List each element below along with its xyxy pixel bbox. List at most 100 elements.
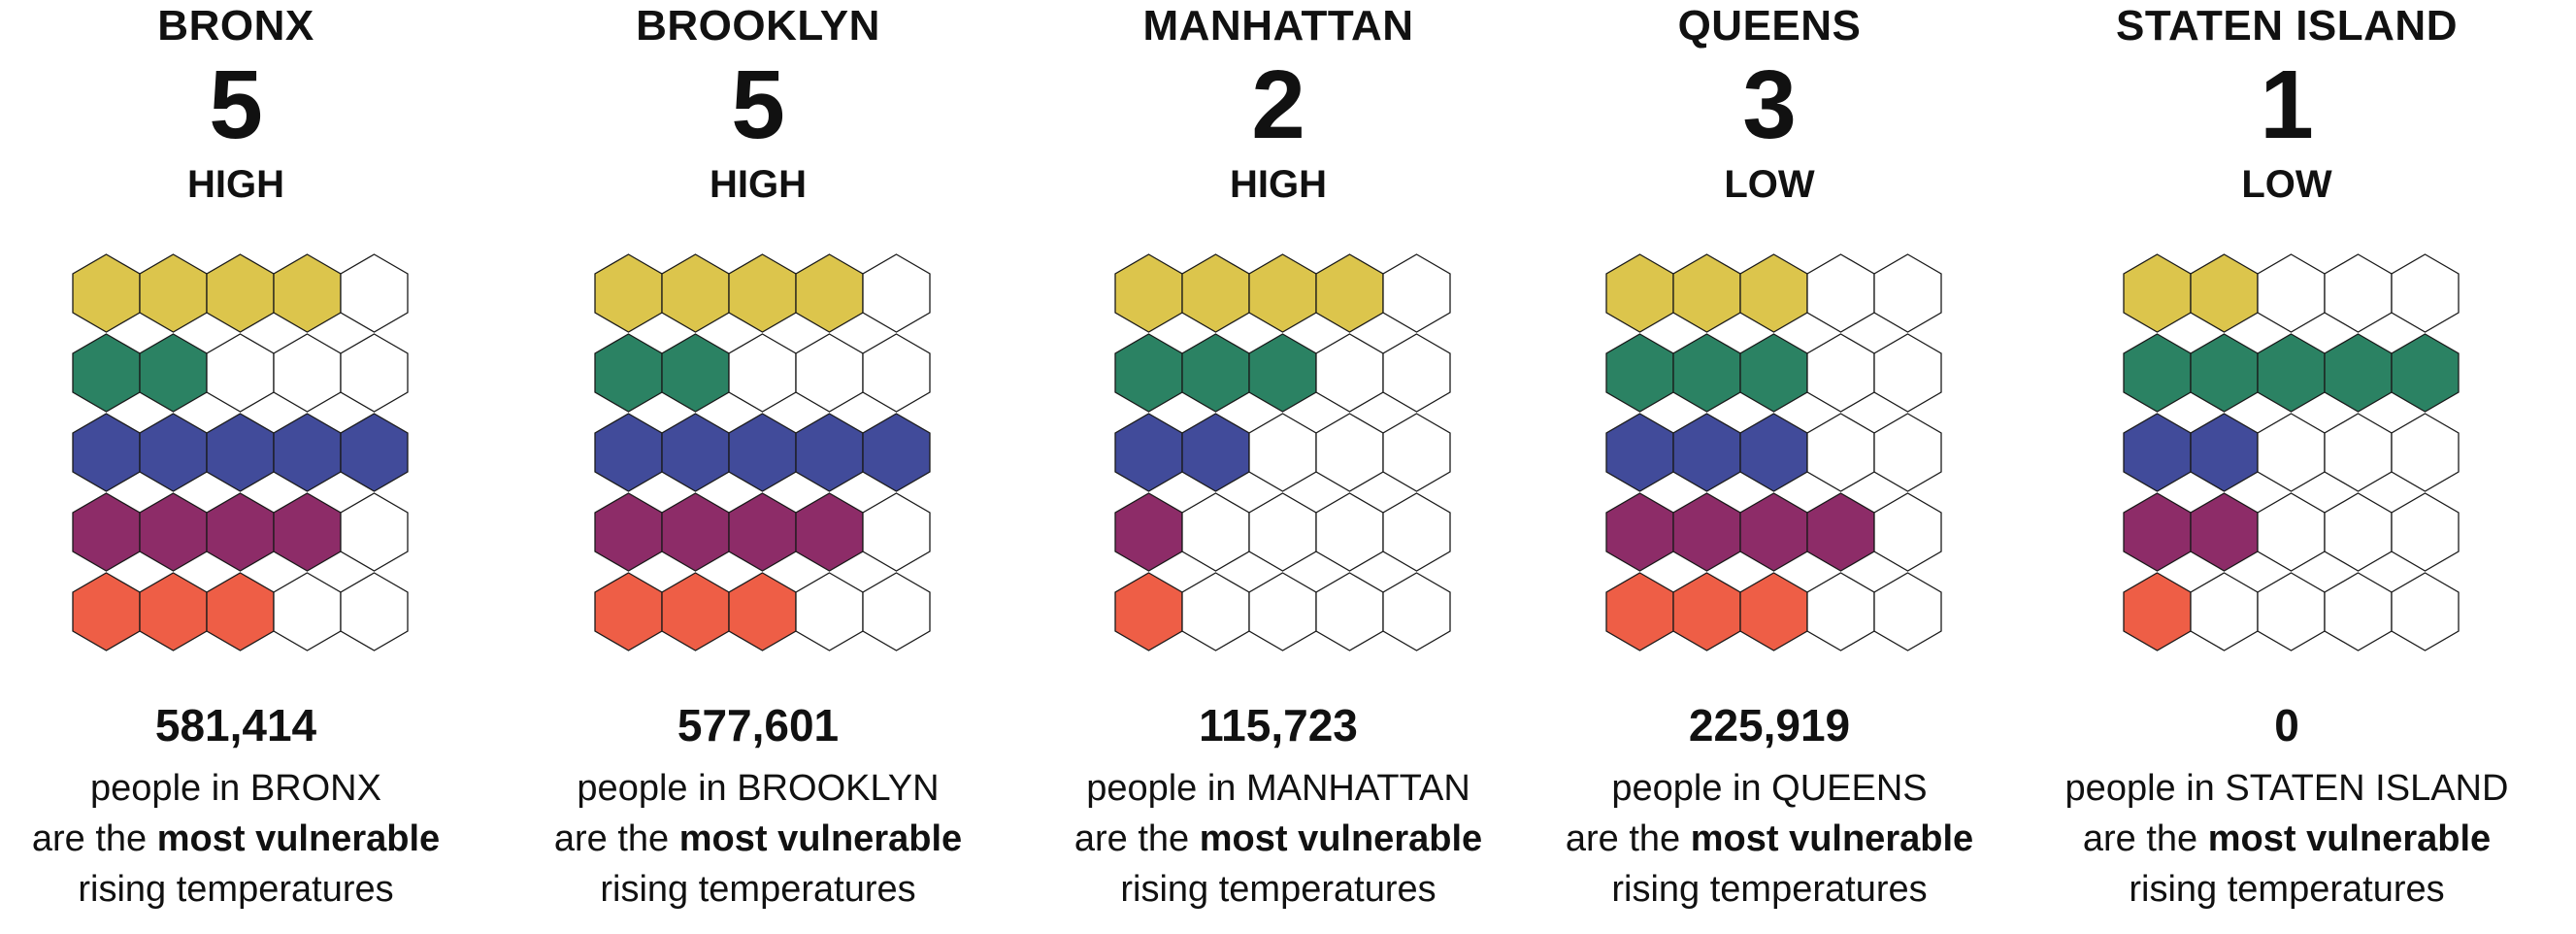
hex-empty <box>728 333 797 413</box>
hex-empty <box>795 333 864 413</box>
description-line-2-bold: most vulnerable <box>1690 818 1974 859</box>
borough-panel: STATEN ISLAND 1 LOW 0 people in STATEN I… <box>2025 0 2549 934</box>
hex-empty <box>862 253 931 333</box>
hex-filled <box>139 572 208 651</box>
description-line-2-pre: are the <box>553 818 679 859</box>
hex-empty <box>2324 492 2393 572</box>
description-line-2: are the most vulnerable <box>477 814 1040 864</box>
vulnerability-score: 3 <box>1742 50 1797 159</box>
people-count: 581,414 <box>154 700 317 751</box>
hex-filled <box>1114 492 1183 572</box>
hex-filled <box>206 492 275 572</box>
hex-empty <box>1382 253 1451 333</box>
description-line-2: are the most vulnerable <box>0 814 517 864</box>
hex-filled <box>72 253 141 333</box>
description-line-2: are the most vulnerable <box>997 814 1560 864</box>
hex-filled <box>661 492 730 572</box>
hex-empty <box>862 333 931 413</box>
hex-empty <box>1873 333 1942 413</box>
hex-empty <box>273 333 342 413</box>
hex-filled <box>661 413 730 492</box>
hex-filled <box>2123 253 2192 333</box>
hex-filled <box>2123 492 2192 572</box>
description-line-2-pre: are the <box>1073 818 1200 859</box>
hex-empty <box>340 333 409 413</box>
hex-grid <box>594 253 931 651</box>
hex-filled <box>1315 253 1384 333</box>
hex-filled <box>1739 413 1808 492</box>
hex-filled <box>1181 413 1250 492</box>
description-line-2-bold: most vulnerable <box>156 818 441 859</box>
hex-empty <box>1181 492 1250 572</box>
hex-empty <box>1315 413 1384 492</box>
description-line-2-pre: are the <box>1565 818 1691 859</box>
hex-filled <box>1806 492 1875 572</box>
hex-filled <box>1672 253 1741 333</box>
description-line-1: people in BROOKLYN <box>577 768 940 809</box>
hex-filled <box>594 413 663 492</box>
hex-empty <box>2324 413 2393 492</box>
hex-filled <box>1739 572 1808 651</box>
hex-filled <box>728 413 797 492</box>
hex-filled <box>206 572 275 651</box>
description-line-2-pre: are the <box>31 818 157 859</box>
hex-filled <box>1672 333 1741 413</box>
description-line-1: people in STATEN ISLAND <box>2064 768 2509 809</box>
description-line-2: are the most vulnerable <box>2005 814 2568 864</box>
description-line-3: rising temperatures <box>78 869 394 910</box>
description-line-2-bold: most vulnerable <box>678 818 963 859</box>
description-line-2-bold: most vulnerable <box>2207 818 2492 859</box>
description: people in BROOKLYN are the most vulnerab… <box>477 763 1040 915</box>
hex-filled <box>1181 333 1250 413</box>
people-count: 0 <box>2274 700 2299 751</box>
hex-filled <box>2257 333 2326 413</box>
borough-name: STATEN ISLAND <box>2116 2 2458 50</box>
vulnerability-level: HIGH <box>710 163 807 206</box>
hex-empty <box>2391 253 2460 333</box>
borough-panel: BROOKLYN 5 HIGH 577,601 people in BROOKL… <box>496 0 1020 934</box>
hex-filled <box>728 492 797 572</box>
borough-panel: MANHATTAN 2 HIGH 115,723 people in MANHA… <box>1016 0 1540 934</box>
hex-empty <box>2391 572 2460 651</box>
description: people in BRONX are the most vulnerable … <box>0 763 517 915</box>
hex-filled <box>1248 333 1317 413</box>
vulnerability-level: HIGH <box>187 163 284 206</box>
people-count: 225,919 <box>1688 700 1851 751</box>
hex-empty <box>862 492 931 572</box>
vulnerability-level: LOW <box>2241 163 2332 206</box>
hex-empty <box>1181 572 1250 651</box>
hex-empty <box>1873 572 1942 651</box>
hex-filled <box>1605 253 1674 333</box>
hex-empty <box>1315 572 1384 651</box>
description-line-3: rising temperatures <box>600 869 916 910</box>
borough-name: BROOKLYN <box>636 2 880 50</box>
hex-empty <box>1315 333 1384 413</box>
hex-filled <box>1672 572 1741 651</box>
hex-empty <box>2257 572 2326 651</box>
borough-panel: BRONX 5 HIGH 581,414 people in BRONX are… <box>0 0 498 934</box>
hex-filled <box>206 253 275 333</box>
hex-filled <box>728 572 797 651</box>
hex-empty <box>1382 413 1451 492</box>
borough-name: QUEENS <box>1677 2 1862 50</box>
hex-filled <box>1672 492 1741 572</box>
hex-filled <box>206 413 275 492</box>
hex-filled <box>1114 333 1183 413</box>
hex-filled <box>2123 572 2192 651</box>
hex-filled <box>2190 253 2259 333</box>
hex-filled <box>72 572 141 651</box>
hex-filled <box>72 413 141 492</box>
hex-grid <box>2123 253 2460 651</box>
hex-filled <box>661 333 730 413</box>
hex-empty <box>1248 413 1317 492</box>
hex-empty <box>2391 413 2460 492</box>
hex-filled <box>1739 253 1808 333</box>
people-count: 577,601 <box>677 700 840 751</box>
hex-empty <box>862 572 931 651</box>
hex-empty <box>1806 572 1875 651</box>
description-line-2: are the most vulnerable <box>1488 814 2051 864</box>
hex-filled <box>594 492 663 572</box>
hex-filled <box>1605 413 1674 492</box>
hex-empty <box>1806 253 1875 333</box>
hex-filled <box>2123 413 2192 492</box>
